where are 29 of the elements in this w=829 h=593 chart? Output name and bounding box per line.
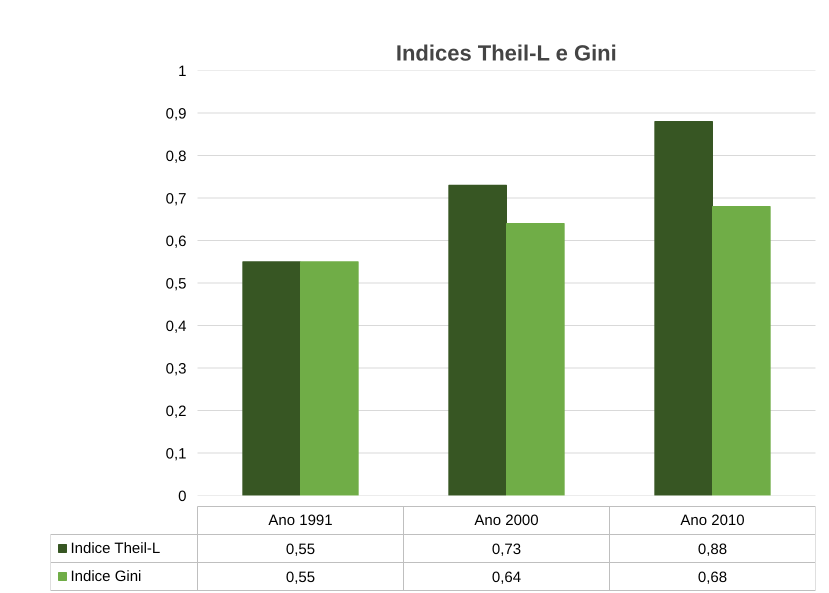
bar: [654, 121, 713, 496]
data-label: 0,55: [286, 569, 316, 586]
bar: [506, 223, 565, 496]
legend-label: Indice Gini: [70, 568, 142, 585]
y-tick-label: 0: [178, 488, 186, 505]
x-tick-label: Ano 2010: [680, 512, 745, 529]
y-tick-label: 0,2: [166, 403, 187, 420]
bar: [242, 261, 301, 496]
y-tick-label: 0,1: [166, 446, 187, 462]
x-tick-label: Ano 2000: [474, 512, 539, 529]
y-tick-label: 0,7: [166, 190, 187, 208]
chart-title: Indices Theil-L e Gini: [396, 40, 617, 66]
data-label: 0,88: [698, 541, 728, 558]
y-tick-label: 0,5: [166, 276, 187, 292]
bar: [712, 206, 771, 496]
legend-label: Indice Theil-L: [70, 540, 160, 557]
bar: [300, 261, 359, 496]
y-tick-label: 0,9: [166, 106, 187, 122]
bar: [448, 184, 507, 496]
y-tick-label: 0,3: [166, 360, 187, 378]
data-label: 0,73: [492, 541, 522, 558]
data-label: 0,68: [698, 569, 728, 586]
y-tick-label: 0,6: [166, 233, 187, 250]
x-tick-label: Ano 1991: [268, 512, 333, 529]
y-tick-label: 0,8: [166, 148, 187, 165]
y-tick-label: 0,4: [166, 318, 187, 335]
data-label: 0,55: [286, 541, 316, 558]
data-label: 0,64: [492, 569, 522, 586]
y-tick-label: 1: [178, 63, 186, 80]
